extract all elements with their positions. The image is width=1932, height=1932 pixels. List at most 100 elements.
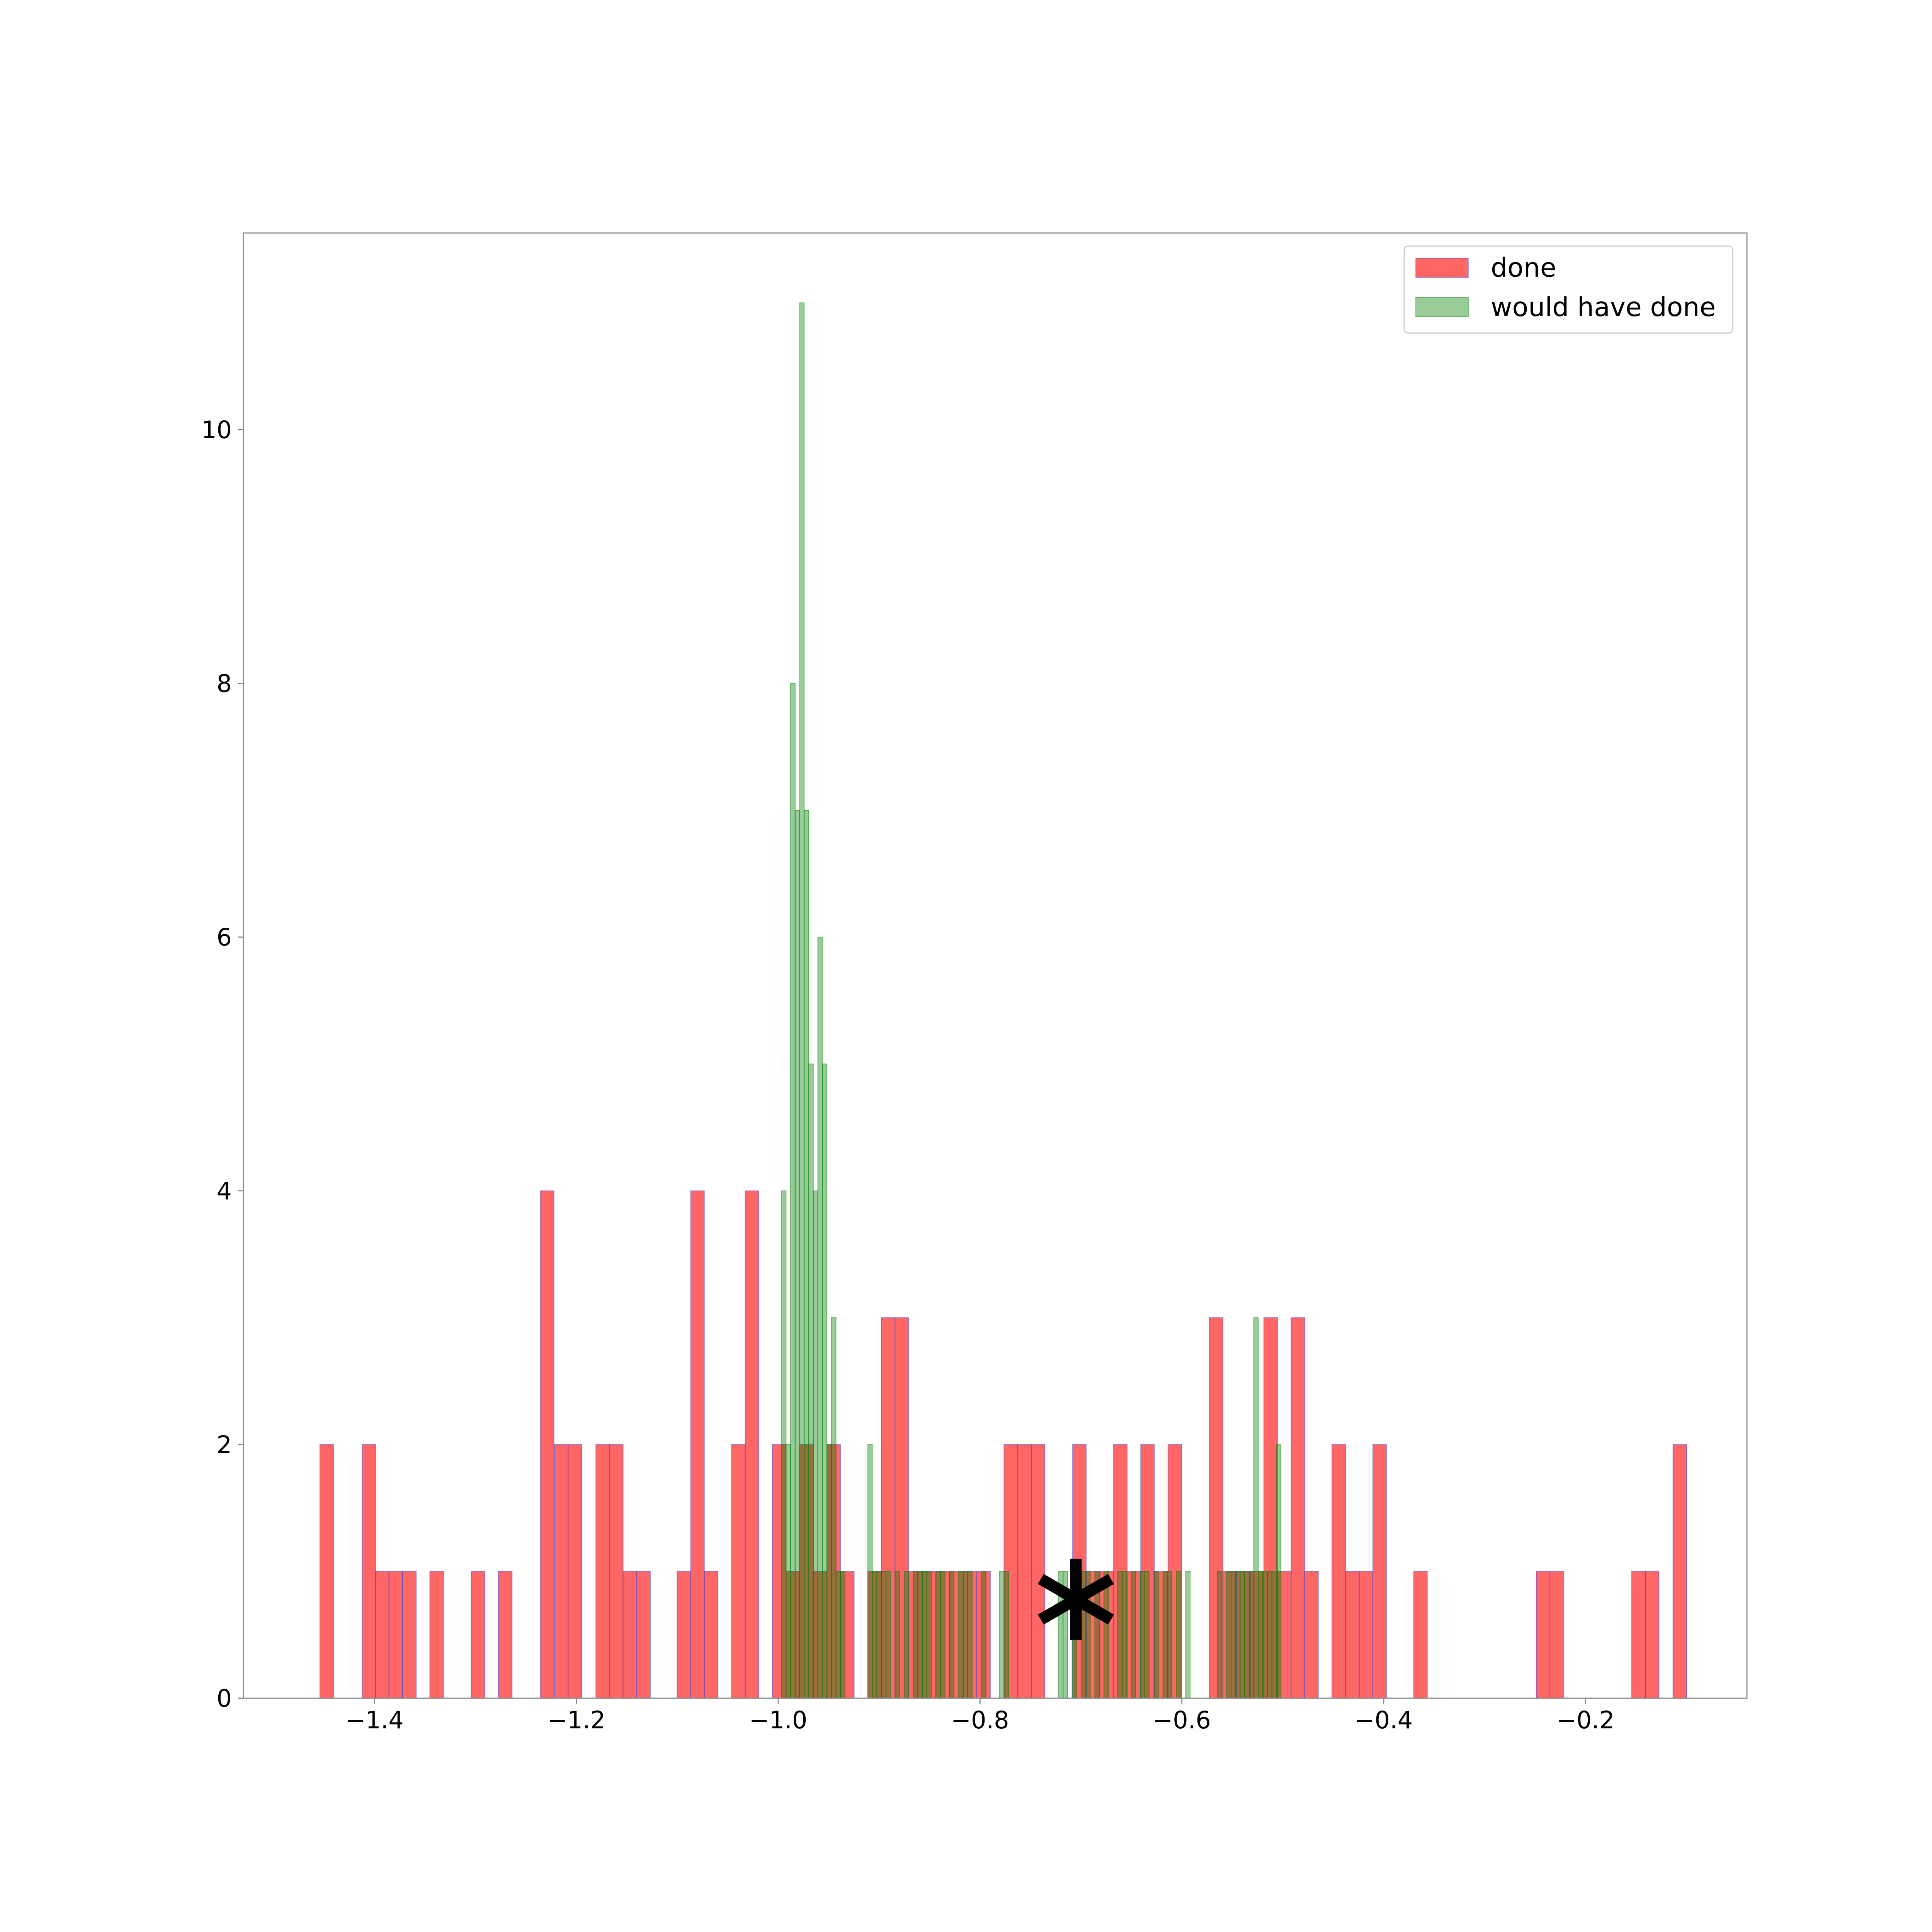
bar-done-63 [1672, 1444, 1687, 1699]
bar-would-have-done-42 [1121, 1571, 1127, 1699]
bar-would-have-done-55 [1240, 1571, 1245, 1699]
bar-done-12 [609, 1444, 624, 1699]
bar-done-49 [1250, 1571, 1264, 1699]
bar-would-have-done-44 [1139, 1571, 1145, 1699]
bar-would-have-done-13 [840, 1571, 846, 1699]
bar-would-have-done-12 [835, 1571, 841, 1699]
x-tick-label: −1.4 [345, 1706, 404, 1734]
bar-done-61 [1631, 1571, 1646, 1699]
bar-done-14 [636, 1571, 651, 1699]
bar-done-19 [745, 1190, 759, 1699]
asterisk-stroke-2 [1037, 1574, 1114, 1625]
bar-done-56 [1359, 1571, 1373, 1699]
bar-would-have-done-32 [999, 1571, 1005, 1699]
bar-done-21 [786, 1571, 800, 1699]
bar-would-have-done-63 [1276, 1444, 1282, 1699]
bar-done-53 [1304, 1571, 1319, 1699]
bar-would-have-done-29 [963, 1571, 968, 1699]
bar-would-have-done-1 [786, 1444, 791, 1699]
bar-would-have-done-25 [935, 1571, 941, 1699]
bar-would-have-done-23 [922, 1571, 927, 1699]
y-tick-label: 10 [201, 416, 232, 444]
bar-would-have-done-19 [895, 1571, 900, 1699]
bar-would-have-done-27 [949, 1571, 955, 1699]
bar-done-6 [471, 1571, 485, 1699]
bar-would-have-done-15 [872, 1571, 878, 1699]
bar-done-25 [840, 1571, 855, 1699]
x-tick-label: −1.2 [547, 1706, 605, 1734]
bar-would-have-done-18 [885, 1571, 891, 1699]
bar-would-have-done-28 [958, 1571, 964, 1699]
bar-would-have-done-60 [1262, 1571, 1268, 1699]
bar-done-55 [1345, 1571, 1360, 1699]
bar-done-60 [1549, 1571, 1564, 1699]
bar-would-have-done-2 [790, 683, 796, 1699]
bar-would-have-done-6 [808, 1063, 814, 1699]
y-tick-label: 6 [217, 923, 232, 951]
y-tick-label: 4 [217, 1177, 232, 1205]
bar-done-46 [1209, 1317, 1224, 1699]
bar-done-44 [1154, 1571, 1168, 1699]
bar-done-18 [731, 1444, 746, 1699]
bar-done-2 [375, 1571, 389, 1699]
bar-done-7 [498, 1571, 513, 1699]
bar-would-have-done-0 [781, 1190, 787, 1699]
bar-would-have-done-5 [804, 810, 810, 1699]
bar-would-have-done-48 [1167, 1571, 1173, 1699]
bar-done-10 [568, 1444, 582, 1699]
bar-done-52 [1291, 1317, 1305, 1699]
bar-would-have-done-14 [867, 1444, 873, 1699]
bar-would-have-done-3 [794, 810, 800, 1699]
legend-label-done: done [1491, 253, 1556, 283]
bar-would-have-done-61 [1267, 1571, 1272, 1699]
x-tick-label: −0.8 [951, 1706, 1009, 1734]
bar-would-have-done-31 [981, 1571, 986, 1699]
bar-would-have-done-24 [926, 1571, 932, 1699]
bar-done-15 [677, 1571, 691, 1699]
y-tick-label: 8 [217, 670, 232, 698]
bar-would-have-done-8 [817, 937, 823, 1699]
marker-layer [1037, 1558, 1114, 1640]
bar-would-have-done-51 [1217, 1571, 1223, 1699]
bar-done-16 [690, 1190, 705, 1699]
x-tick-label: −1.0 [749, 1706, 808, 1734]
bar-done-13 [622, 1571, 637, 1699]
bar-would-have-done-11 [831, 1317, 837, 1699]
legend-swatch-done [1415, 258, 1469, 278]
bar-would-have-done-22 [917, 1571, 923, 1699]
bar-would-have-done-57 [1248, 1571, 1254, 1699]
bar-would-have-done-45 [1144, 1571, 1150, 1699]
bar-done-1 [362, 1444, 376, 1699]
bar-would-have-done-62 [1271, 1571, 1277, 1699]
bar-would-have-done-10 [827, 1444, 832, 1699]
bar-done-20 [772, 1444, 787, 1699]
bar-would-have-done-9 [822, 1063, 828, 1699]
bar-would-have-done-53 [1230, 1571, 1236, 1699]
bar-would-have-done-30 [967, 1571, 973, 1699]
legend-swatch-would-have-done [1415, 297, 1469, 317]
bar-done-22 [799, 1444, 814, 1699]
bar-would-have-done-41 [1117, 1571, 1122, 1699]
bar-done-54 [1332, 1444, 1346, 1699]
bar-done-59 [1536, 1571, 1551, 1699]
bar-would-have-done-58 [1253, 1317, 1259, 1699]
bar-done-37 [1031, 1444, 1046, 1699]
bars-layer [319, 302, 1687, 1699]
y-axis: 0 2 4 6 8 10 [201, 416, 243, 1713]
bar-done-5 [429, 1571, 444, 1699]
bar-would-have-done-33 [1003, 1571, 1009, 1699]
bar-done-9 [554, 1444, 569, 1699]
bar-would-have-done-46 [1153, 1571, 1159, 1699]
bar-would-have-done-20 [903, 1571, 909, 1699]
bar-done-27 [881, 1317, 896, 1699]
bar-done-57 [1372, 1444, 1387, 1699]
x-axis: −1.4 −1.2 −1.0 −0.8 −0.6 −0.4 −0.2 [345, 1698, 1614, 1734]
bar-would-have-done-49 [1176, 1571, 1182, 1699]
bar-done-28 [895, 1317, 909, 1699]
bar-would-have-done-7 [813, 1190, 818, 1699]
bar-done-4 [402, 1571, 417, 1699]
bar-would-have-done-21 [913, 1571, 918, 1699]
legend-label-would-have-done: would have done [1491, 292, 1716, 323]
bar-done-36 [1017, 1444, 1032, 1699]
